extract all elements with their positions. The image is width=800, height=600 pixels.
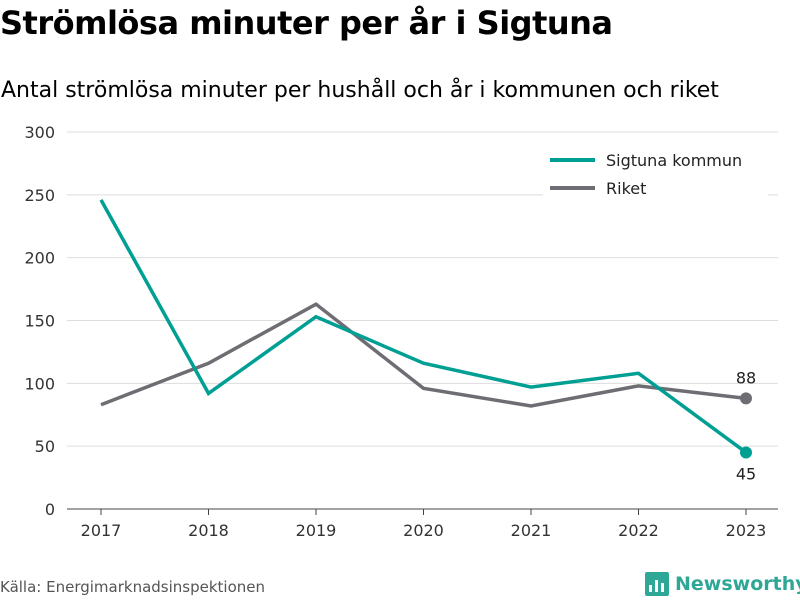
chart-subtitle: Antal strömlösa minuter per hushåll och …	[1, 78, 719, 103]
x-tick-label: 2021	[511, 521, 552, 540]
y-axis-ticks: 0 50 100 150 200 250 300	[24, 123, 55, 519]
x-axis: 2017 2018 2019 2020 2021 2022 2023	[67, 508, 778, 540]
source-note: Källa: Energimarknadsinspektionen	[0, 578, 266, 596]
brand-name: Newsworthy	[675, 573, 800, 595]
gridlines	[67, 131, 778, 447]
y-tick-label: 300	[24, 123, 55, 142]
y-tick-label: 100	[24, 374, 55, 393]
y-tick-label: 200	[24, 249, 55, 268]
y-tick-label: 250	[24, 186, 55, 205]
end-value-label: 45	[736, 464, 756, 483]
x-tick-label: 2023	[726, 521, 767, 540]
legend-label: Riket	[606, 179, 646, 198]
series-line	[100, 302, 747, 408]
x-tick-label: 2017	[81, 521, 122, 540]
x-tick-label: 2019	[296, 521, 337, 540]
x-tick-label: 2018	[188, 521, 229, 540]
y-tick-label: 150	[24, 312, 55, 331]
end-point-marker	[740, 446, 752, 459]
x-tick-label: 2020	[403, 521, 444, 540]
series-line	[99, 199, 748, 454]
series-lines: 88 45	[99, 199, 756, 483]
legend: Sigtuna kommun Riket	[543, 142, 768, 198]
bar-chart-logo-icon	[645, 572, 669, 596]
x-tick-label: 2022	[618, 521, 659, 540]
brand-logo: Newsworthy	[645, 570, 800, 598]
y-tick-label: 50	[35, 437, 55, 456]
legend-label: Sigtuna kommun	[606, 151, 742, 170]
end-value-label: 88	[736, 368, 756, 387]
y-tick-label: 0	[45, 500, 55, 519]
chart-title: Strömlösa minuter per år i Sigtuna	[0, 4, 613, 42]
end-point-marker	[740, 392, 752, 405]
